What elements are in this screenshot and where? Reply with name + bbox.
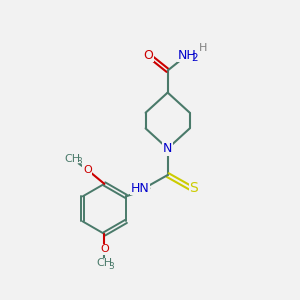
Text: 3: 3 — [109, 262, 114, 271]
Text: H: H — [199, 43, 207, 53]
Text: NH: NH — [177, 49, 196, 62]
Text: 2: 2 — [192, 53, 198, 63]
Text: CH: CH — [64, 154, 80, 164]
Text: 3: 3 — [76, 157, 82, 166]
Text: O: O — [83, 165, 92, 175]
Text: N: N — [163, 142, 172, 155]
Text: O: O — [144, 49, 154, 62]
Text: CH: CH — [96, 258, 112, 268]
Text: O: O — [100, 244, 109, 254]
Text: S: S — [189, 181, 198, 195]
Text: HN: HN — [130, 182, 149, 195]
